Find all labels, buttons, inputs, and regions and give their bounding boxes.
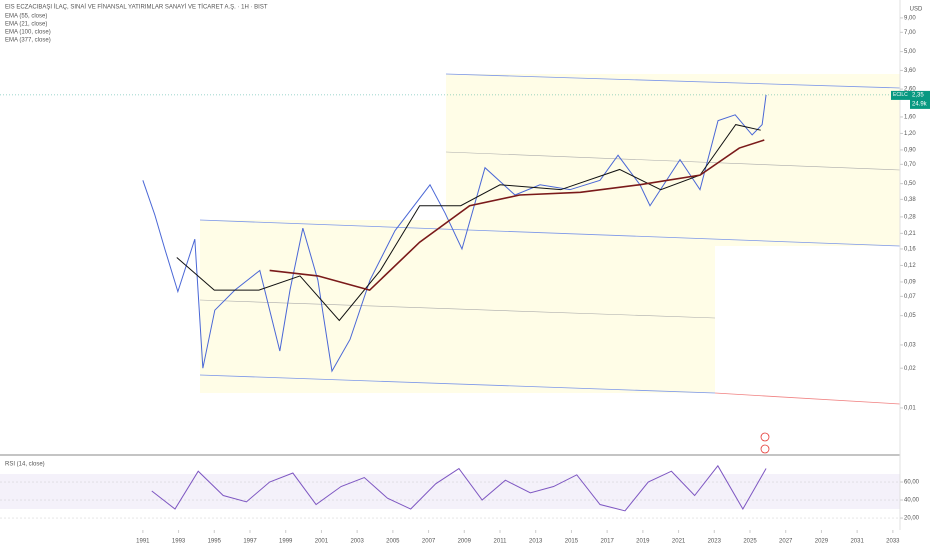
- x-tick-label: 2009: [458, 539, 472, 545]
- channel-line: [199, 299, 716, 319]
- y-tick-label: 5,00: [904, 49, 916, 55]
- x-tick-label: 2027: [779, 539, 793, 545]
- x-tick-label: 2033: [886, 539, 900, 545]
- legend-entry: EMA (55, close): [5, 14, 47, 20]
- channel-line: [199, 219, 901, 247]
- event-icon[interactable]: [760, 444, 770, 454]
- y-tick-label: 0,01: [904, 406, 916, 412]
- y-tick-label: 40,00: [904, 498, 920, 504]
- x-tick-label: 2029: [815, 539, 829, 545]
- x-tick-label: 1995: [208, 539, 222, 545]
- x-tick-label: 2021: [672, 539, 686, 545]
- channel-box: [200, 220, 715, 393]
- channel-line: [714, 392, 901, 405]
- price-tag: [910, 90, 930, 109]
- x-tick-label: 1993: [172, 539, 186, 545]
- series-line: [151, 464, 767, 512]
- x-tick-label: 2013: [529, 539, 543, 545]
- y-tick-label: 0,12: [904, 263, 916, 269]
- y-tick-label: 0,16: [904, 247, 916, 253]
- x-tick-label: 2007: [422, 539, 436, 545]
- x-tick-label: 1999: [279, 539, 293, 545]
- y-tick-label: 0,50: [904, 181, 916, 187]
- x-tick-label: 2031: [850, 539, 864, 545]
- x-tick-label: 2011: [494, 539, 508, 545]
- price-change: 24.9k: [912, 101, 928, 107]
- legend-entry: EMA (21, close): [5, 22, 47, 28]
- y-tick-label: 3,60: [904, 68, 916, 74]
- y-tick-label: 20,00: [904, 516, 920, 522]
- price-symbol: ECILC: [893, 92, 908, 98]
- y-tick-label: 9,00: [904, 15, 916, 21]
- rsi-title: RSI (14, close): [5, 462, 45, 468]
- channel-line: [199, 374, 716, 394]
- channel-box: [446, 74, 900, 246]
- y-tick-label: 0,09: [904, 280, 916, 286]
- y-tick-label: 0,07: [904, 294, 916, 300]
- y-tick-label: 2,60: [904, 87, 916, 93]
- x-tick-label: 2025: [743, 539, 757, 545]
- series-line: [142, 94, 767, 373]
- y-tick-label: 1,60: [904, 115, 916, 121]
- legend-entry: EMA (100, close): [5, 30, 51, 36]
- channel-line: [445, 151, 901, 171]
- event-icon[interactable]: [760, 432, 770, 442]
- currency: USD: [910, 7, 923, 13]
- x-tick-label: 2023: [708, 539, 722, 545]
- y-tick-label: 0,03: [904, 343, 916, 349]
- price-label: 2,35: [912, 92, 924, 98]
- x-tick-label: 2015: [565, 539, 579, 545]
- y-tick-label: 0,05: [904, 313, 916, 319]
- x-tick-label: 2017: [600, 539, 614, 545]
- x-tick-label: 2005: [386, 539, 400, 545]
- price-tag: [891, 90, 910, 100]
- y-tick-label: 0,02: [904, 366, 916, 372]
- y-tick-label: 7,00: [904, 30, 916, 36]
- legend-entry: EMA (377, close): [5, 38, 51, 44]
- y-tick-label: 0,21: [904, 231, 916, 237]
- y-tick-label: 0,38: [904, 197, 916, 203]
- y-tick-label: 0,90: [904, 148, 916, 154]
- rsi-band: [0, 474, 900, 509]
- x-tick-label: 2001: [315, 539, 329, 545]
- x-tick-label: 1991: [136, 539, 150, 545]
- x-tick-label: 1997: [243, 539, 257, 545]
- y-tick-label: 0,70: [904, 162, 916, 168]
- x-tick-label: 2019: [636, 539, 650, 545]
- series-line: [176, 124, 761, 322]
- chart-title: EIS ECZACIBAŞI İLAÇ, SINAİ VE FİNANSAL Y…: [5, 4, 268, 11]
- y-tick-label: 60,00: [904, 480, 920, 486]
- series-line: [269, 139, 765, 292]
- y-tick-label: 1,20: [904, 131, 916, 137]
- y-tick-label: 0,28: [904, 214, 916, 220]
- channel-line: [445, 73, 901, 89]
- x-tick-label: 2003: [350, 539, 364, 545]
